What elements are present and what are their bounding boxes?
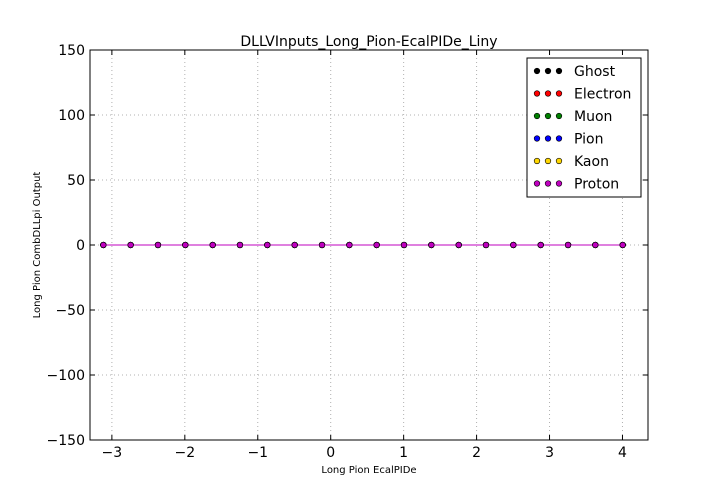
legend-item-pion: Pion [533,132,603,148]
legend-label: Muon [574,109,612,125]
legend-marker [544,112,552,120]
legend-marker [533,157,541,165]
data-point [100,241,107,249]
x-tick-label: 4 [618,445,627,461]
legend-marker [544,135,552,142]
legend-marker [555,112,563,120]
y-tick-label: −150 [47,433,85,449]
y-tick-label: 100 [58,108,85,124]
legend-label: Ghost [574,64,616,80]
legend-marker [533,135,541,142]
data-point [209,241,216,249]
legend-marker [533,90,541,97]
y-tick-label: 150 [58,43,85,59]
y-tick-label: 50 [67,173,85,189]
legend-label: Kaon [574,154,609,170]
chart-title: DLLVInputs_Long_Pion-EcalPIDe_Liny [240,34,497,50]
x-tick-label: 1 [399,445,408,461]
data-point [537,241,544,249]
x-tick-label: −2 [175,445,196,461]
legend-item-kaon: Kaon [533,154,609,170]
x-axis-label: Long Pion EcalPIDe [321,465,416,476]
legend-box [526,57,642,198]
legend-label: Proton [574,177,619,193]
data-point [482,241,490,249]
legend-marker [555,90,563,97]
legend-marker [555,67,563,75]
data-point [619,241,626,249]
legend-label: Electron [574,87,631,103]
x-tick-label: −3 [102,445,123,461]
data-point [264,241,271,249]
data-point [400,241,408,249]
data-point [236,241,244,249]
data-point [318,241,326,249]
legend-label: Pion [574,132,603,148]
data-point [455,241,462,249]
data-point [182,241,189,249]
legend-item-ghost: Ghost [533,64,616,80]
legend-marker [555,135,563,142]
data-point [291,241,298,249]
legend-marker [544,90,552,97]
legend-item-proton: Proton [533,177,619,193]
series-layer [100,241,626,249]
data-point [428,241,435,249]
legend-marker [544,67,552,75]
data-point [154,241,162,249]
data-point [564,241,572,249]
data-point [373,241,380,249]
legend-marker [555,180,563,187]
data-point [346,241,353,249]
legend-item-muon: Muon [533,109,612,125]
y-axis-label: Long Pion CombDLLpi Output [32,172,43,319]
data-point [510,241,517,249]
legend-marker [544,157,552,165]
y-tick-label: 0 [76,238,85,254]
x-tick-label: −1 [247,445,268,461]
x-tick-label: 0 [326,445,335,461]
y-tick-label: −50 [55,303,85,319]
series-proton [100,241,626,249]
legend: Ghost Electron Muon Pion Kaon Proton [526,57,642,198]
legend-marker [555,157,563,165]
legend-marker [533,112,541,120]
data-point [127,241,134,249]
legend-marker [533,180,541,187]
y-tick-label: −100 [47,368,85,384]
legend-marker [544,180,552,187]
x-tick-label: 3 [545,445,554,461]
x-tick-label: 2 [472,445,481,461]
data-point [592,241,599,249]
tick-layer: −3 −2 −1 0 1 2 3 4 −150 −100 −50 0 50 100 150 [47,43,648,461]
legend-item-electron: Electron [533,87,631,103]
legend-marker [533,67,541,75]
